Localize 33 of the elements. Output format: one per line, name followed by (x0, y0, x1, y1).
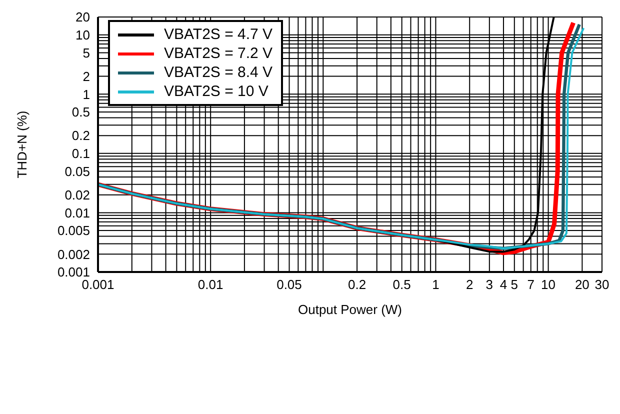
x-tick-label: 30 (594, 277, 610, 292)
x-tick-label: 3 (486, 277, 494, 292)
x-tick-label: 0.01 (198, 277, 224, 292)
y-tick-label: 1 (82, 86, 90, 102)
x-tick-label: 1 (432, 277, 440, 292)
y-tick-label: 0.1 (72, 146, 90, 162)
y-tick-label: 10 (76, 27, 90, 42)
y-tick-label: 0.01 (64, 205, 90, 220)
y-axis-title: THD+N (%) (14, 110, 30, 178)
y-tick-label: 0.05 (64, 164, 90, 179)
x-tick-label: 10 (541, 277, 556, 292)
y-tick-label: 0.001 (57, 264, 90, 280)
y-tick-label: 0.5 (72, 104, 90, 120)
x-axis-title: Output Power (W) (298, 302, 402, 317)
y-tick-label: 5 (82, 45, 90, 60)
legend-label: VBAT2S = 8.4 V (164, 64, 273, 81)
legend-label: VBAT2S = 7.2 V (164, 45, 273, 62)
legend-label: VBAT2S = 4.7 V (164, 26, 273, 43)
y-tick-label: 20 (76, 10, 90, 25)
x-tick-label: 4 (500, 277, 508, 292)
x-tick-label: 0.5 (392, 277, 411, 292)
y-tick-label: 0.02 (64, 187, 90, 202)
x-tick-label: 2 (466, 277, 474, 292)
x-tick-label: 0.2 (348, 277, 366, 292)
x-tick-label: 20 (574, 277, 590, 292)
y-tick-label: 2 (82, 68, 90, 84)
y-tick-label: 0.2 (72, 128, 90, 144)
x-tick-label: 7 (527, 277, 534, 292)
y-tick-label: 0.002 (57, 246, 90, 262)
x-tick-label: 5 (510, 277, 518, 292)
x-tick-label: 0.05 (276, 277, 302, 292)
y-tick-label: 0.005 (57, 223, 90, 238)
legend-label: VBAT2S = 10 V (164, 83, 268, 100)
